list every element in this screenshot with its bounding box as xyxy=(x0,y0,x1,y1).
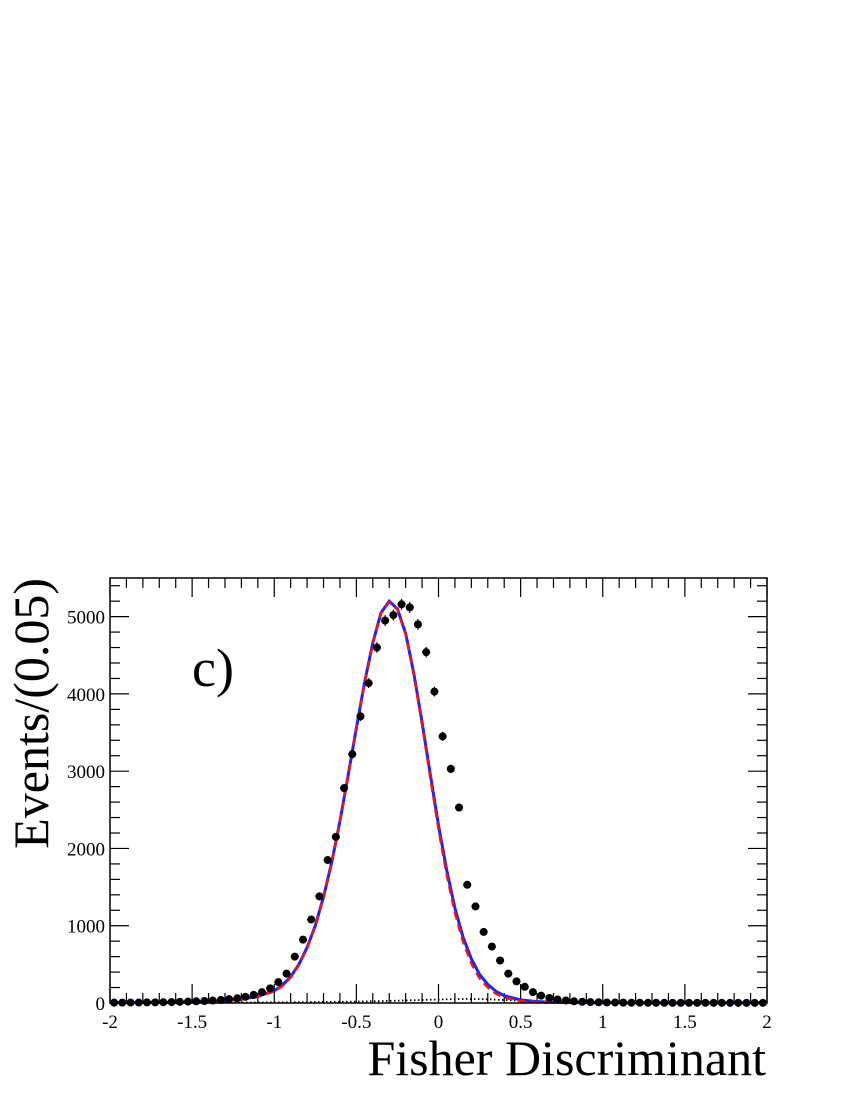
data-point xyxy=(537,991,546,1000)
data-point xyxy=(216,995,225,1004)
data-point xyxy=(175,997,184,1006)
data-point xyxy=(315,892,324,901)
plot-frame xyxy=(109,577,768,1004)
data-point xyxy=(455,803,464,812)
data-point xyxy=(471,902,480,911)
data-point xyxy=(167,998,176,1007)
data-point xyxy=(274,978,283,987)
y-axis-title: Events/(0.05) xyxy=(3,578,59,849)
x-axis-title: Fisher Discriminant xyxy=(367,1030,766,1086)
data-point xyxy=(446,764,455,773)
data-point xyxy=(438,732,447,741)
x-tick-label: -1 xyxy=(266,1012,282,1033)
data-point xyxy=(430,687,439,696)
data-point xyxy=(570,997,579,1006)
data-point xyxy=(463,880,472,889)
x-tick-label: 1.5 xyxy=(673,1012,697,1033)
data-point xyxy=(192,997,201,1006)
data-point xyxy=(323,856,332,865)
data-point xyxy=(364,679,373,688)
data-point xyxy=(159,998,168,1007)
data-point xyxy=(520,982,529,991)
data-point xyxy=(200,996,209,1005)
data-point xyxy=(512,977,521,986)
y-tick-label: 5000 xyxy=(67,608,105,629)
data-point xyxy=(405,603,414,612)
data-point xyxy=(241,992,250,1001)
data-point xyxy=(586,998,595,1007)
x-tick-label: 0.5 xyxy=(509,1012,533,1033)
data-point xyxy=(381,616,390,625)
x-tick-label: -1.5 xyxy=(177,1012,207,1033)
data-point xyxy=(348,750,357,759)
data-point xyxy=(413,620,422,629)
x-tick-label: 2 xyxy=(762,1012,772,1033)
data-point xyxy=(479,927,488,936)
y-tick-label: 4000 xyxy=(67,685,105,706)
x-tick-label: -0.5 xyxy=(341,1012,371,1033)
tick-labels: -2 -1.5 -1 -0.5 0 0.5 1 1.5 2 0 1000 2000 3000 4000 50… xyxy=(67,608,772,1033)
y-tick-label: 1000 xyxy=(67,917,105,938)
data-point xyxy=(184,997,193,1006)
axis-ticks xyxy=(109,578,768,1004)
data-point xyxy=(496,956,505,965)
data-point xyxy=(422,648,431,657)
y-tick-label: 2000 xyxy=(67,839,105,860)
signal-fit-curve xyxy=(109,600,767,1005)
data-point xyxy=(528,988,537,997)
data-point xyxy=(290,952,299,961)
data-point xyxy=(397,600,406,609)
data-point xyxy=(266,984,275,993)
x-tick-label: -2 xyxy=(102,1012,118,1033)
x-tick-label: 0 xyxy=(434,1012,444,1033)
y-tick-label: 0 xyxy=(96,994,106,1015)
data-point xyxy=(487,942,496,951)
data-point xyxy=(504,969,513,978)
data-point xyxy=(578,997,587,1006)
data-point xyxy=(298,935,307,944)
y-tick-label: 3000 xyxy=(67,762,105,783)
data-point xyxy=(331,832,340,841)
data-point xyxy=(545,993,554,1002)
data-point xyxy=(257,988,266,997)
data-point xyxy=(356,712,365,721)
data-point xyxy=(372,643,381,652)
data-point xyxy=(249,990,258,999)
x-tick-label: 1 xyxy=(598,1012,608,1033)
total-fit-curve xyxy=(109,598,767,1005)
data-point xyxy=(233,994,242,1003)
data-point xyxy=(307,915,316,924)
data-point xyxy=(282,969,291,978)
data-point xyxy=(340,784,349,793)
panel-label: c) xyxy=(192,638,234,698)
data-point xyxy=(553,995,562,1004)
data-point xyxy=(389,611,398,620)
data-point xyxy=(225,995,234,1004)
